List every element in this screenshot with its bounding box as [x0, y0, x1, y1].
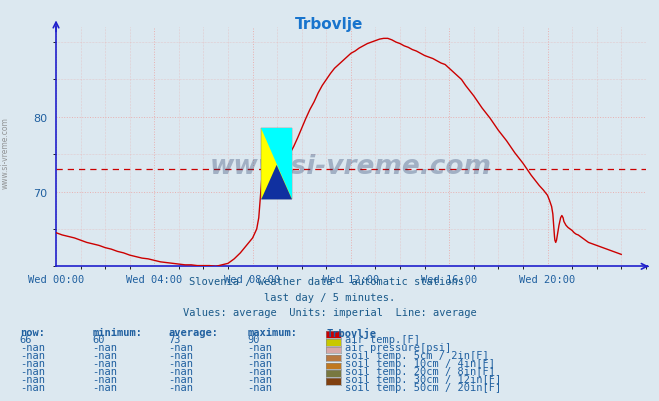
Text: -nan: -nan — [168, 382, 193, 391]
Text: Trbovlje: Trbovlje — [295, 17, 364, 32]
Text: soil temp. 5cm / 2in[F]: soil temp. 5cm / 2in[F] — [345, 350, 488, 360]
Text: Slovenia / weather data - automatic stations.: Slovenia / weather data - automatic stat… — [189, 277, 470, 287]
Text: -nan: -nan — [168, 342, 193, 352]
Text: Trbovlje: Trbovlje — [326, 327, 376, 338]
Text: -nan: -nan — [20, 350, 45, 360]
Text: www.si-vreme.com: www.si-vreme.com — [1, 117, 10, 188]
Text: 73: 73 — [168, 334, 181, 344]
Text: -nan: -nan — [92, 358, 117, 368]
Text: -nan: -nan — [20, 374, 45, 384]
Text: maximum:: maximum: — [247, 327, 297, 337]
Text: -nan: -nan — [92, 366, 117, 376]
Text: -nan: -nan — [20, 358, 45, 368]
Text: -nan: -nan — [247, 366, 272, 376]
Text: -nan: -nan — [92, 382, 117, 391]
Text: now:: now: — [20, 327, 45, 337]
Text: Values: average  Units: imperial  Line: average: Values: average Units: imperial Line: av… — [183, 307, 476, 317]
Polygon shape — [261, 166, 292, 200]
Text: -nan: -nan — [92, 350, 117, 360]
Text: 66: 66 — [20, 334, 32, 344]
Bar — [261, 128, 292, 200]
Text: minimum:: minimum: — [92, 327, 142, 337]
Text: 60: 60 — [92, 334, 105, 344]
Text: -nan: -nan — [168, 358, 193, 368]
Text: -nan: -nan — [20, 382, 45, 391]
Text: www.si-vreme.com: www.si-vreme.com — [210, 154, 492, 179]
Text: soil temp. 30cm / 12in[F]: soil temp. 30cm / 12in[F] — [345, 374, 501, 384]
Text: last day / 5 minutes.: last day / 5 minutes. — [264, 292, 395, 302]
Text: average:: average: — [168, 327, 218, 337]
Text: air pressure[psi]: air pressure[psi] — [345, 342, 451, 352]
Text: -nan: -nan — [168, 374, 193, 384]
Text: -nan: -nan — [20, 366, 45, 376]
Text: soil temp. 10cm / 4in[F]: soil temp. 10cm / 4in[F] — [345, 358, 495, 368]
Text: -nan: -nan — [20, 342, 45, 352]
Text: soil temp. 20cm / 8in[F]: soil temp. 20cm / 8in[F] — [345, 366, 495, 376]
Text: -nan: -nan — [247, 382, 272, 391]
Text: -nan: -nan — [92, 342, 117, 352]
Text: -nan: -nan — [247, 358, 272, 368]
Text: soil temp. 50cm / 20in[F]: soil temp. 50cm / 20in[F] — [345, 382, 501, 391]
Text: -nan: -nan — [168, 366, 193, 376]
Text: -nan: -nan — [92, 374, 117, 384]
Polygon shape — [261, 128, 292, 200]
Text: -nan: -nan — [247, 342, 272, 352]
Text: -nan: -nan — [247, 350, 272, 360]
Text: air temp.[F]: air temp.[F] — [345, 334, 420, 344]
Text: -nan: -nan — [168, 350, 193, 360]
Text: -nan: -nan — [247, 374, 272, 384]
Text: 90: 90 — [247, 334, 260, 344]
